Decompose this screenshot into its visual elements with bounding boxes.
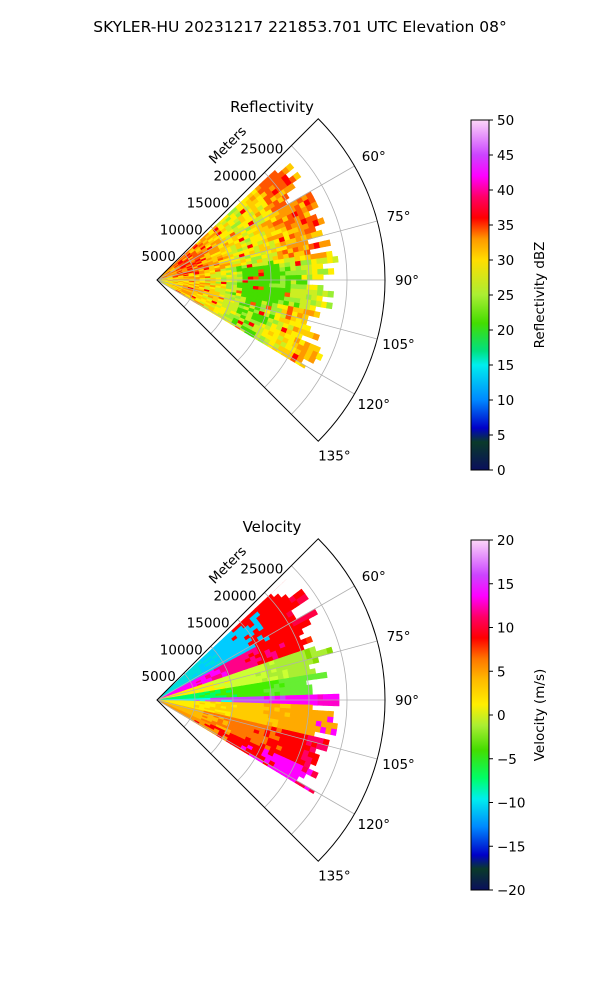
angle-tick-label: 105°: [382, 757, 415, 773]
colorbar-tick-label: 0: [497, 708, 506, 724]
angle-tick-label: 75°: [387, 629, 411, 645]
radial-tick-label: 10000: [160, 642, 203, 658]
angle-tick-label: 135°: [318, 448, 351, 464]
angle-tick-label: 75°: [387, 209, 411, 225]
refl-colorbar: 0 5 10 15 20 25 30 35 40 45 50 Reflectivity dBZ: [470, 113, 548, 479]
colorbar-tick-label: −5: [497, 752, 517, 768]
colorbar-tick-label: −15: [497, 839, 526, 855]
colorbar-tick-label: 30: [497, 253, 514, 269]
radial-tick-label: 5000: [142, 669, 176, 685]
colorbar-tick-label: 45: [497, 148, 514, 164]
colorbar-tick-label: 15: [497, 577, 514, 593]
figure-title: SKYLER-HU 20231217 221853.701 UTC Elevat…: [93, 18, 507, 36]
vel-grid: [156, 565, 385, 835]
vel-colorbar: −20 −15 −10 −5 0 5 10 15 20 Velocity (m/s): [470, 533, 548, 899]
angle-tick-label: 135°: [318, 868, 351, 884]
vel-sector-outline: [156, 538, 386, 862]
radial-tick-label: 10000: [160, 222, 203, 238]
radial-tick-label: 20000: [214, 169, 257, 185]
colorbar-tick-label: 50: [497, 113, 514, 129]
colorbar-tick-label: 20: [497, 533, 514, 549]
colorbar-tick-label: −20: [497, 883, 526, 899]
angle-tick-label: 60°: [362, 569, 386, 585]
colorbar-tick-label: 35: [497, 218, 514, 234]
colorbar-tick-label: 20: [497, 323, 514, 339]
radial-tick-label: 5000: [142, 249, 176, 265]
angle-tick-label: 120°: [358, 817, 391, 833]
colorbar-tick-label: 10: [497, 393, 514, 409]
angle-tick-label: 90°: [395, 273, 419, 289]
refl-sector-outline: [156, 118, 386, 442]
radial-tick-label: 15000: [187, 195, 230, 211]
colorbar-tick-label: 25: [497, 288, 514, 304]
reflectivity-panel: Reflectivity500010000150002000025000Mete…: [142, 98, 548, 479]
angle-tick-label: 105°: [382, 337, 415, 353]
radial-tick-label: 25000: [240, 562, 283, 578]
angle-tick-label: 90°: [395, 693, 419, 709]
radial-tick-label: 25000: [240, 142, 283, 158]
colorbar-tick-label: −10: [497, 796, 526, 812]
colorbar-tick-label: 10: [497, 621, 514, 637]
colorbar-label: Reflectivity dBZ: [532, 242, 548, 349]
colorbar-tick-label: 5: [497, 664, 506, 680]
panel-title: Reflectivity: [230, 98, 314, 116]
panel-title: Velocity: [243, 518, 302, 536]
colorbar-tick-label: 0: [497, 463, 506, 479]
colorbar-tick-label: 40: [497, 183, 514, 199]
radial-tick-label: 15000: [187, 615, 230, 631]
colorbar-label: Velocity (m/s): [532, 669, 548, 762]
colorbar-tick-label: 15: [497, 358, 514, 374]
angle-tick-label: 120°: [358, 397, 391, 413]
radial-tick-label: 20000: [214, 589, 257, 605]
refl-grid: [156, 145, 385, 415]
angle-tick-label: 60°: [362, 149, 386, 165]
colorbar-tick-label: 5: [497, 428, 506, 444]
